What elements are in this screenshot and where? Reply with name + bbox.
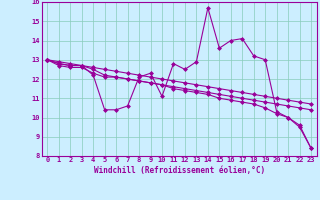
X-axis label: Windchill (Refroidissement éolien,°C): Windchill (Refroidissement éolien,°C) bbox=[94, 166, 265, 175]
